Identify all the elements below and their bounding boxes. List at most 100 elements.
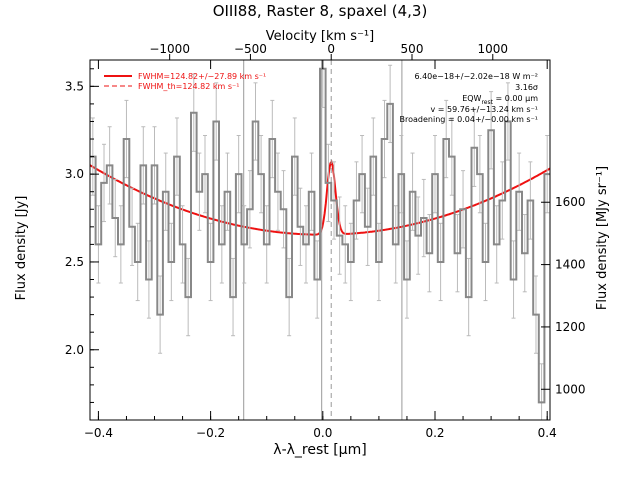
spectrum-point bbox=[209, 261, 212, 263]
spectrum-point bbox=[192, 111, 195, 114]
spectrum-point bbox=[366, 226, 369, 228]
spectrum-point bbox=[153, 164, 156, 167]
spectrum-point bbox=[439, 261, 442, 263]
y-axis-label: Flux density [Jy] bbox=[14, 196, 29, 301]
spectrum-point bbox=[327, 182, 330, 184]
spectrum-point bbox=[187, 296, 189, 298]
spectrum-point bbox=[103, 182, 105, 184]
spectrum-point bbox=[243, 243, 246, 246]
spectrum-point bbox=[142, 164, 145, 167]
spectrum-point bbox=[355, 199, 358, 202]
spectrum-point bbox=[176, 155, 178, 158]
spectrum-point bbox=[540, 401, 543, 404]
spectrum-point bbox=[507, 120, 509, 123]
spectrum-point bbox=[215, 120, 218, 123]
spectrum-point bbox=[479, 173, 481, 175]
top-axis-label: Velocity [km s⁻¹] bbox=[266, 29, 374, 44]
spectrum-point bbox=[546, 173, 548, 175]
reference-lines bbox=[243, 60, 403, 420]
y-tick-label: 3.5 bbox=[65, 79, 84, 93]
spectrum-line bbox=[90, 67, 550, 404]
spectrum-point bbox=[114, 217, 117, 219]
annotation-eqw-value: = 0.00 μm bbox=[493, 94, 538, 103]
y-tick-label: 3.0 bbox=[65, 167, 84, 181]
annotation-velocity: v = 59.76+/−13.24 km s⁻¹ bbox=[430, 105, 538, 114]
legend-fit-label: FWHM=124.82+/−27.89 km s⁻¹ bbox=[138, 72, 266, 81]
spectrum-point bbox=[271, 138, 274, 140]
top-tick-label: 0 bbox=[327, 42, 335, 56]
spectrum-point bbox=[333, 199, 335, 202]
spectrum-point bbox=[148, 278, 150, 281]
spectrum-point bbox=[204, 173, 206, 175]
annotation-eqw: EQWrest = 0.00 μm bbox=[462, 94, 538, 106]
spectrum-point bbox=[389, 103, 391, 105]
spectrum-point bbox=[125, 138, 128, 140]
spectrum-point bbox=[282, 208, 285, 211]
spectrum-point bbox=[299, 226, 302, 228]
spectrum-point bbox=[484, 261, 487, 263]
x-tick-label: 0.2 bbox=[425, 426, 444, 440]
annotation-sigma: 3.16σ bbox=[515, 83, 538, 92]
annotation-broadening: Broadening = 0.04+/−0.00 km s⁻¹ bbox=[400, 115, 538, 124]
spectrum-point bbox=[232, 296, 234, 298]
spectrum-point bbox=[131, 226, 133, 228]
spectrum-point bbox=[518, 190, 520, 193]
spectrum-point bbox=[265, 243, 268, 246]
spectrum-point bbox=[316, 278, 318, 281]
spectrum-point bbox=[254, 120, 257, 123]
spectrum-point bbox=[120, 243, 122, 246]
spectrum-point bbox=[400, 173, 403, 175]
spectrum-point bbox=[535, 313, 537, 316]
right-axis-label: Flux density [MJy sr⁻¹] bbox=[595, 166, 610, 310]
spectrum-point bbox=[361, 173, 363, 175]
legend: FWHM=124.82+/−27.89 km s⁻¹ FWHM_th=124.8… bbox=[104, 72, 266, 91]
spectrum-point bbox=[372, 155, 375, 158]
spectrum-point bbox=[417, 234, 419, 237]
spectrum-point bbox=[512, 278, 515, 281]
spectrum-point bbox=[501, 199, 504, 202]
spectrum-point bbox=[181, 243, 184, 246]
spectrum-point bbox=[462, 208, 464, 211]
spectrum-point bbox=[293, 155, 296, 158]
spectrum-point bbox=[411, 190, 414, 193]
top-tick-label: −1000 bbox=[149, 42, 190, 56]
spectrum-point bbox=[473, 147, 476, 149]
top-tick-label: 1000 bbox=[478, 42, 509, 56]
spectrum-point bbox=[406, 278, 408, 281]
y-tick-label: 2.0 bbox=[65, 343, 84, 357]
top-tick-label: −500 bbox=[234, 42, 267, 56]
spectrum-point bbox=[108, 164, 111, 167]
spectrum-point bbox=[490, 129, 492, 132]
spectrum-point bbox=[378, 261, 380, 263]
spectrum-point bbox=[344, 243, 347, 246]
chart-title: OIII88, Raster 8, spaxel (4,3) bbox=[213, 2, 428, 20]
spectrum-point bbox=[338, 234, 341, 237]
x-tick-label: 0.4 bbox=[538, 426, 557, 440]
spectrum-point bbox=[350, 261, 352, 263]
spectrum-point bbox=[198, 190, 201, 193]
spectrum-point bbox=[495, 243, 498, 246]
x-axis-label: λ-λ_rest [μm] bbox=[273, 442, 366, 458]
spectrum-point bbox=[159, 313, 161, 316]
spectrum-point bbox=[260, 173, 262, 175]
annotation-eqw-sub: rest bbox=[481, 99, 493, 106]
spectrum-point bbox=[170, 261, 173, 263]
fit-annotations: 6.40e−18+/−2.02e−18 W m⁻² 3.16σ EQWrest … bbox=[400, 72, 539, 124]
spectrum-point bbox=[277, 190, 279, 193]
right-tick-label: 1600 bbox=[555, 195, 586, 209]
spectrum-point bbox=[136, 261, 139, 263]
spectrum-point bbox=[310, 190, 313, 193]
x-tick-label: −0.2 bbox=[196, 426, 225, 440]
spectrum-point bbox=[523, 252, 526, 254]
x-tick-label: −0.4 bbox=[84, 426, 113, 440]
legend-fwhm-th-label: FWHM_th=124.82 km s⁻¹ bbox=[138, 82, 239, 91]
spectrum-point bbox=[383, 138, 386, 140]
top-tick-label: 500 bbox=[401, 42, 424, 56]
spectrum-point bbox=[164, 190, 167, 193]
spectrum-point bbox=[467, 296, 470, 298]
y-tick-label: 2.5 bbox=[65, 255, 84, 269]
spectrum-point bbox=[237, 173, 240, 175]
axes: −0.4 −0.2 0.0 0.2 0.4 2.0 2.5 3.0 3.5 −1000 −500 0 5… bbox=[65, 42, 586, 440]
spectrum-point bbox=[428, 252, 431, 254]
